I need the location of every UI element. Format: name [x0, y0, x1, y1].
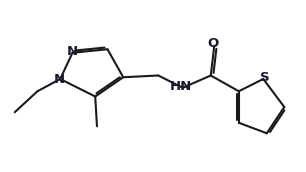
Text: S: S — [260, 71, 270, 84]
Text: N: N — [54, 73, 65, 86]
Text: HN: HN — [170, 80, 192, 93]
Text: N: N — [67, 45, 78, 58]
Text: O: O — [207, 37, 218, 51]
